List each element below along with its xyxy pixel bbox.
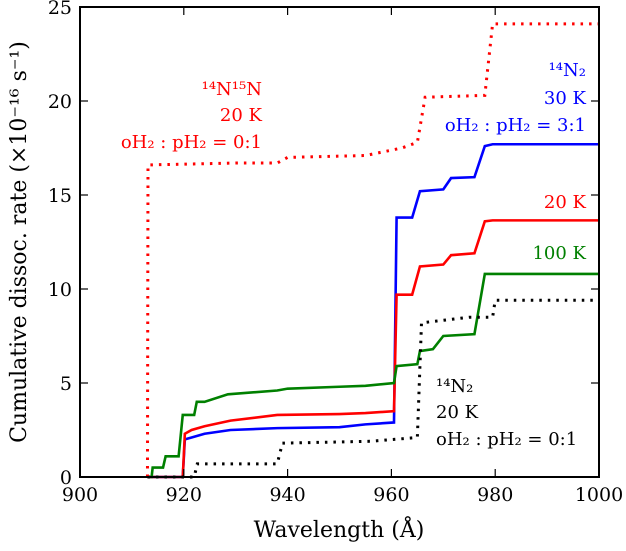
annotation-n2-30k-line1: ¹⁴N₂ [549,60,586,81]
y-tick-label-2: 10 [48,279,72,301]
x-tick-label-2: 940 [269,484,305,506]
annotation-n2-30k: ¹⁴N₂ 30 K oH₂ : pH₂ = 3:1 [445,60,587,136]
x-axis-label: Wavelength (Å) [254,515,425,543]
x-tick-label-4: 980 [477,484,513,506]
annotation-n2-30k-line3: oH₂ : pH₂ = 3:1 [445,115,586,136]
annotation-n2-20k-line3: oH₂ : pH₂ = 0:1 [436,429,577,450]
annotation-n15n-20k: ¹⁴N¹⁵N 20 K oH₂ : pH₂ = 0:1 [121,79,263,153]
annotation-green-100k-line1: 100 K [532,243,586,264]
annotation-n15n-20k-line3: oH₂ : pH₂ = 0:1 [121,132,262,153]
ticks-layer: 900 920 940 960 980 1000 0 5 10 15 20 25 [48,0,623,506]
annotation-n15n-20k-line1: ¹⁴N¹⁵N [202,79,262,100]
annotation-n2-20k-line1: ¹⁴N₂ [436,376,473,397]
annotation-n2-20k-line2: 20 K [436,402,479,423]
annotation-n2-20k: ¹⁴N₂ 20 K oH₂ : pH₂ = 0:1 [436,376,577,450]
annotation-red-20k-line1: 20 K [544,192,587,213]
series-line-1 [147,219,599,479]
x-tick-label-3: 960 [373,484,409,506]
x-tick-label-1: 920 [166,484,202,506]
series-line-2 [147,272,599,479]
series-layer [145,22,599,479]
y-axis-label: Cumulative dissoc. rate (×10⁻¹⁶ s⁻¹) [7,41,32,443]
annotation-n15n-20k-line2: 20 K [220,105,263,126]
annotation-n2-30k-line2: 30 K [544,88,587,109]
series-line-0 [147,142,599,479]
annotation-red-20k: 20 K [544,192,587,213]
x-tick-label-5: 1000 [575,484,623,506]
series-line-3 [147,298,599,479]
annotation-green-100k: 100 K [532,243,586,264]
y-tick-label-1: 5 [60,373,72,395]
y-tick-label-5: 25 [48,0,72,19]
y-tick-label-3: 15 [48,185,72,207]
y-tick-label-0: 0 [60,467,72,489]
plot-frame [79,6,600,478]
x-tick-label-0: 900 [62,484,98,506]
y-tick-label-4: 20 [48,91,72,113]
